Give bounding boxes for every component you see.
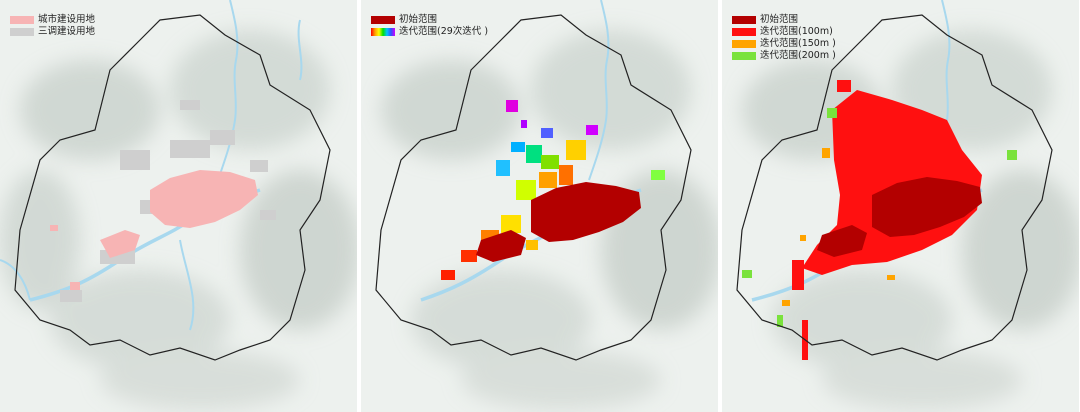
iteration-150m — [782, 148, 895, 306]
map-panel-buffer-iterations: 初始范围 迭代范围(100m) 迭代范围(150m ) 迭代范围(200m ) — [722, 0, 1079, 412]
legend-label: 迭代范围(150m ) — [760, 38, 836, 49]
map-canvas — [361, 0, 718, 412]
initial-extent — [817, 177, 982, 257]
legend-swatch — [732, 16, 756, 24]
legend-swatch — [732, 40, 756, 48]
terrain-shading — [381, 30, 718, 410]
legend-item: 城市建设用地 — [10, 14, 95, 26]
urban-construction-land — [50, 170, 258, 290]
map-panel-iteration-29: 初始范围 迭代范围(29次迭代 ) — [361, 0, 718, 412]
legend-item: 迭代范围(29次迭代 ) — [371, 26, 488, 38]
initial-extent — [476, 182, 641, 262]
legend-label: 初始范围 — [399, 14, 438, 25]
region-boundary — [14, 14, 331, 361]
legend-swatch — [10, 28, 34, 36]
iteration-patches — [441, 100, 665, 280]
legend-label: 迭代范围(200m ) — [760, 50, 836, 61]
terrain-shading — [0, 30, 357, 410]
legend-label: 迭代范围(29次迭代 ) — [399, 26, 489, 37]
legend: 城市建设用地 三调建设用地 — [10, 14, 95, 38]
map-canvas — [0, 0, 357, 412]
legend-item: 初始范围 — [732, 14, 836, 26]
legend-swatch — [371, 28, 395, 36]
iteration-200m — [742, 108, 1017, 327]
legend-item: 三调建设用地 — [10, 26, 95, 38]
region-boundary — [736, 14, 1053, 361]
legend-label: 城市建设用地 — [38, 14, 96, 25]
legend-label: 初始范围 — [760, 14, 799, 25]
legend-swatch — [10, 16, 34, 24]
map-panel-base-landuse: 城市建设用地 三调建设用地 — [0, 0, 357, 412]
legend-item: 迭代范围(100m) — [732, 26, 836, 38]
map-canvas — [722, 0, 1079, 412]
legend-swatch — [732, 28, 756, 36]
legend-swatch — [371, 16, 395, 24]
legend-item: 初始范围 — [371, 14, 488, 26]
legend: 初始范围 迭代范围(29次迭代 ) — [371, 14, 488, 38]
region-boundary — [375, 14, 692, 361]
legend-item: 迭代范围(200m ) — [732, 50, 836, 62]
legend-label: 三调建设用地 — [38, 26, 96, 37]
legend-item: 迭代范围(150m ) — [732, 38, 836, 50]
legend: 初始范围 迭代范围(100m) 迭代范围(150m ) 迭代范围(200m ) — [732, 14, 836, 62]
legend-label: 迭代范围(100m) — [760, 26, 833, 37]
legend-swatch — [732, 52, 756, 60]
